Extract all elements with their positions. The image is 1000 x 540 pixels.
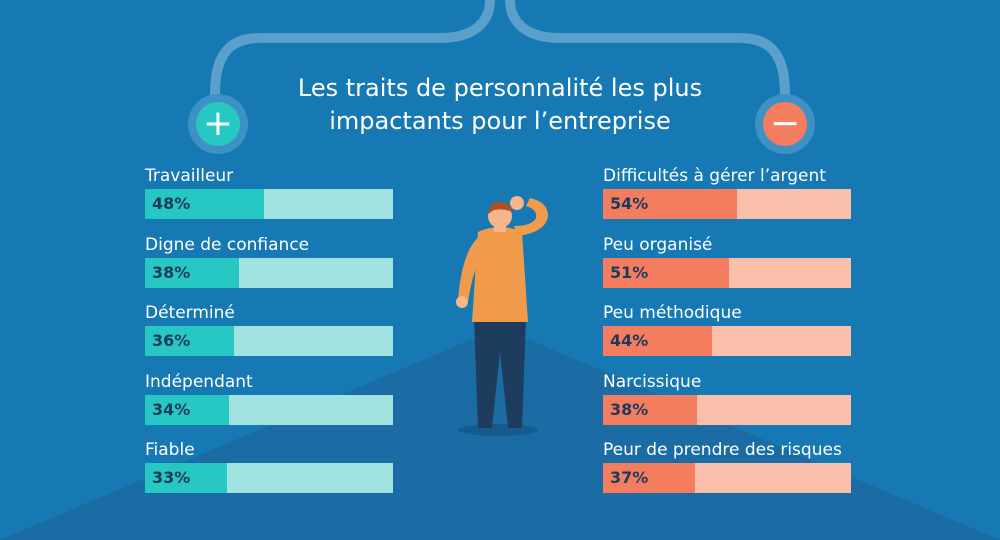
positive-value-label: 38% <box>152 262 191 282</box>
negative-bar-track: 54% <box>603 189 851 219</box>
positive-value-label: 34% <box>152 399 191 419</box>
positive-trait-label: Indépendant <box>145 371 253 392</box>
person-torso <box>472 227 528 322</box>
person-left-hand <box>456 296 468 308</box>
person-hair <box>488 201 512 214</box>
positive-bar <box>145 463 227 493</box>
negative-value-label: 54% <box>610 194 649 213</box>
positive-bar-track: 38% <box>145 257 393 288</box>
chart-title: Les traits de personnalité les plus impa… <box>250 72 750 138</box>
negative-trait-label: Peu organisé <box>603 234 713 255</box>
title-line-1: Les traits de personnalité les plus <box>297 74 703 102</box>
negative-value-label: 38% <box>610 399 649 419</box>
positive-bar-track: 33% <box>145 463 393 493</box>
negative-bar <box>603 463 695 493</box>
negative-value-label: 51% <box>610 262 649 282</box>
negative-trait-label: Difficultés à gérer l’argent <box>603 166 826 186</box>
negative-value-label: 44% <box>610 331 649 350</box>
minus-icon: − <box>763 102 807 146</box>
person-legs <box>474 318 526 428</box>
brace-connector <box>210 0 790 100</box>
negative-bar <box>603 189 737 219</box>
positive-bar <box>145 326 235 356</box>
positive-bar <box>145 394 230 425</box>
positive-value-label: 36% <box>152 331 191 350</box>
positive-trait-label: Travailleur <box>145 166 234 186</box>
negative-bar <box>603 257 730 288</box>
positive-trait-label: Déterminé <box>145 303 235 323</box>
thinking-person-illustration <box>456 196 548 428</box>
person-right-arm <box>514 198 548 236</box>
positive-bar-track: 48% <box>145 189 393 219</box>
title-line-2: impactants pour l’entreprise <box>329 107 671 135</box>
negative-trait-label: Narcissique <box>603 371 702 392</box>
person-left-arm <box>458 236 488 302</box>
positive-trait-label: Fiable <box>145 440 195 460</box>
positive-bar <box>145 257 240 288</box>
negative-trait-label: Peur de prendre des risques <box>603 440 842 460</box>
negative-bar-track: 51% <box>603 257 851 288</box>
person-right-hand <box>510 196 524 210</box>
positive-value-label: 48% <box>152 194 191 213</box>
negative-value-label: 37% <box>610 468 649 487</box>
positive-bar-track: 34% <box>145 394 393 425</box>
plus-icon: + <box>196 102 240 146</box>
negative-trait-label: Peu méthodique <box>603 303 742 323</box>
positive-trait-label: Digne de confiance <box>145 234 310 255</box>
negative-bar-track: 37% <box>603 463 851 493</box>
negative-bar-track: 38% <box>603 394 851 425</box>
negative-bar-track: 44% <box>603 326 851 356</box>
positive-bar <box>145 189 265 219</box>
negative-bar <box>603 326 713 356</box>
positive-bar-track: 36% <box>145 326 393 356</box>
negative-bar <box>603 394 698 425</box>
positive-value-label: 33% <box>152 468 191 487</box>
